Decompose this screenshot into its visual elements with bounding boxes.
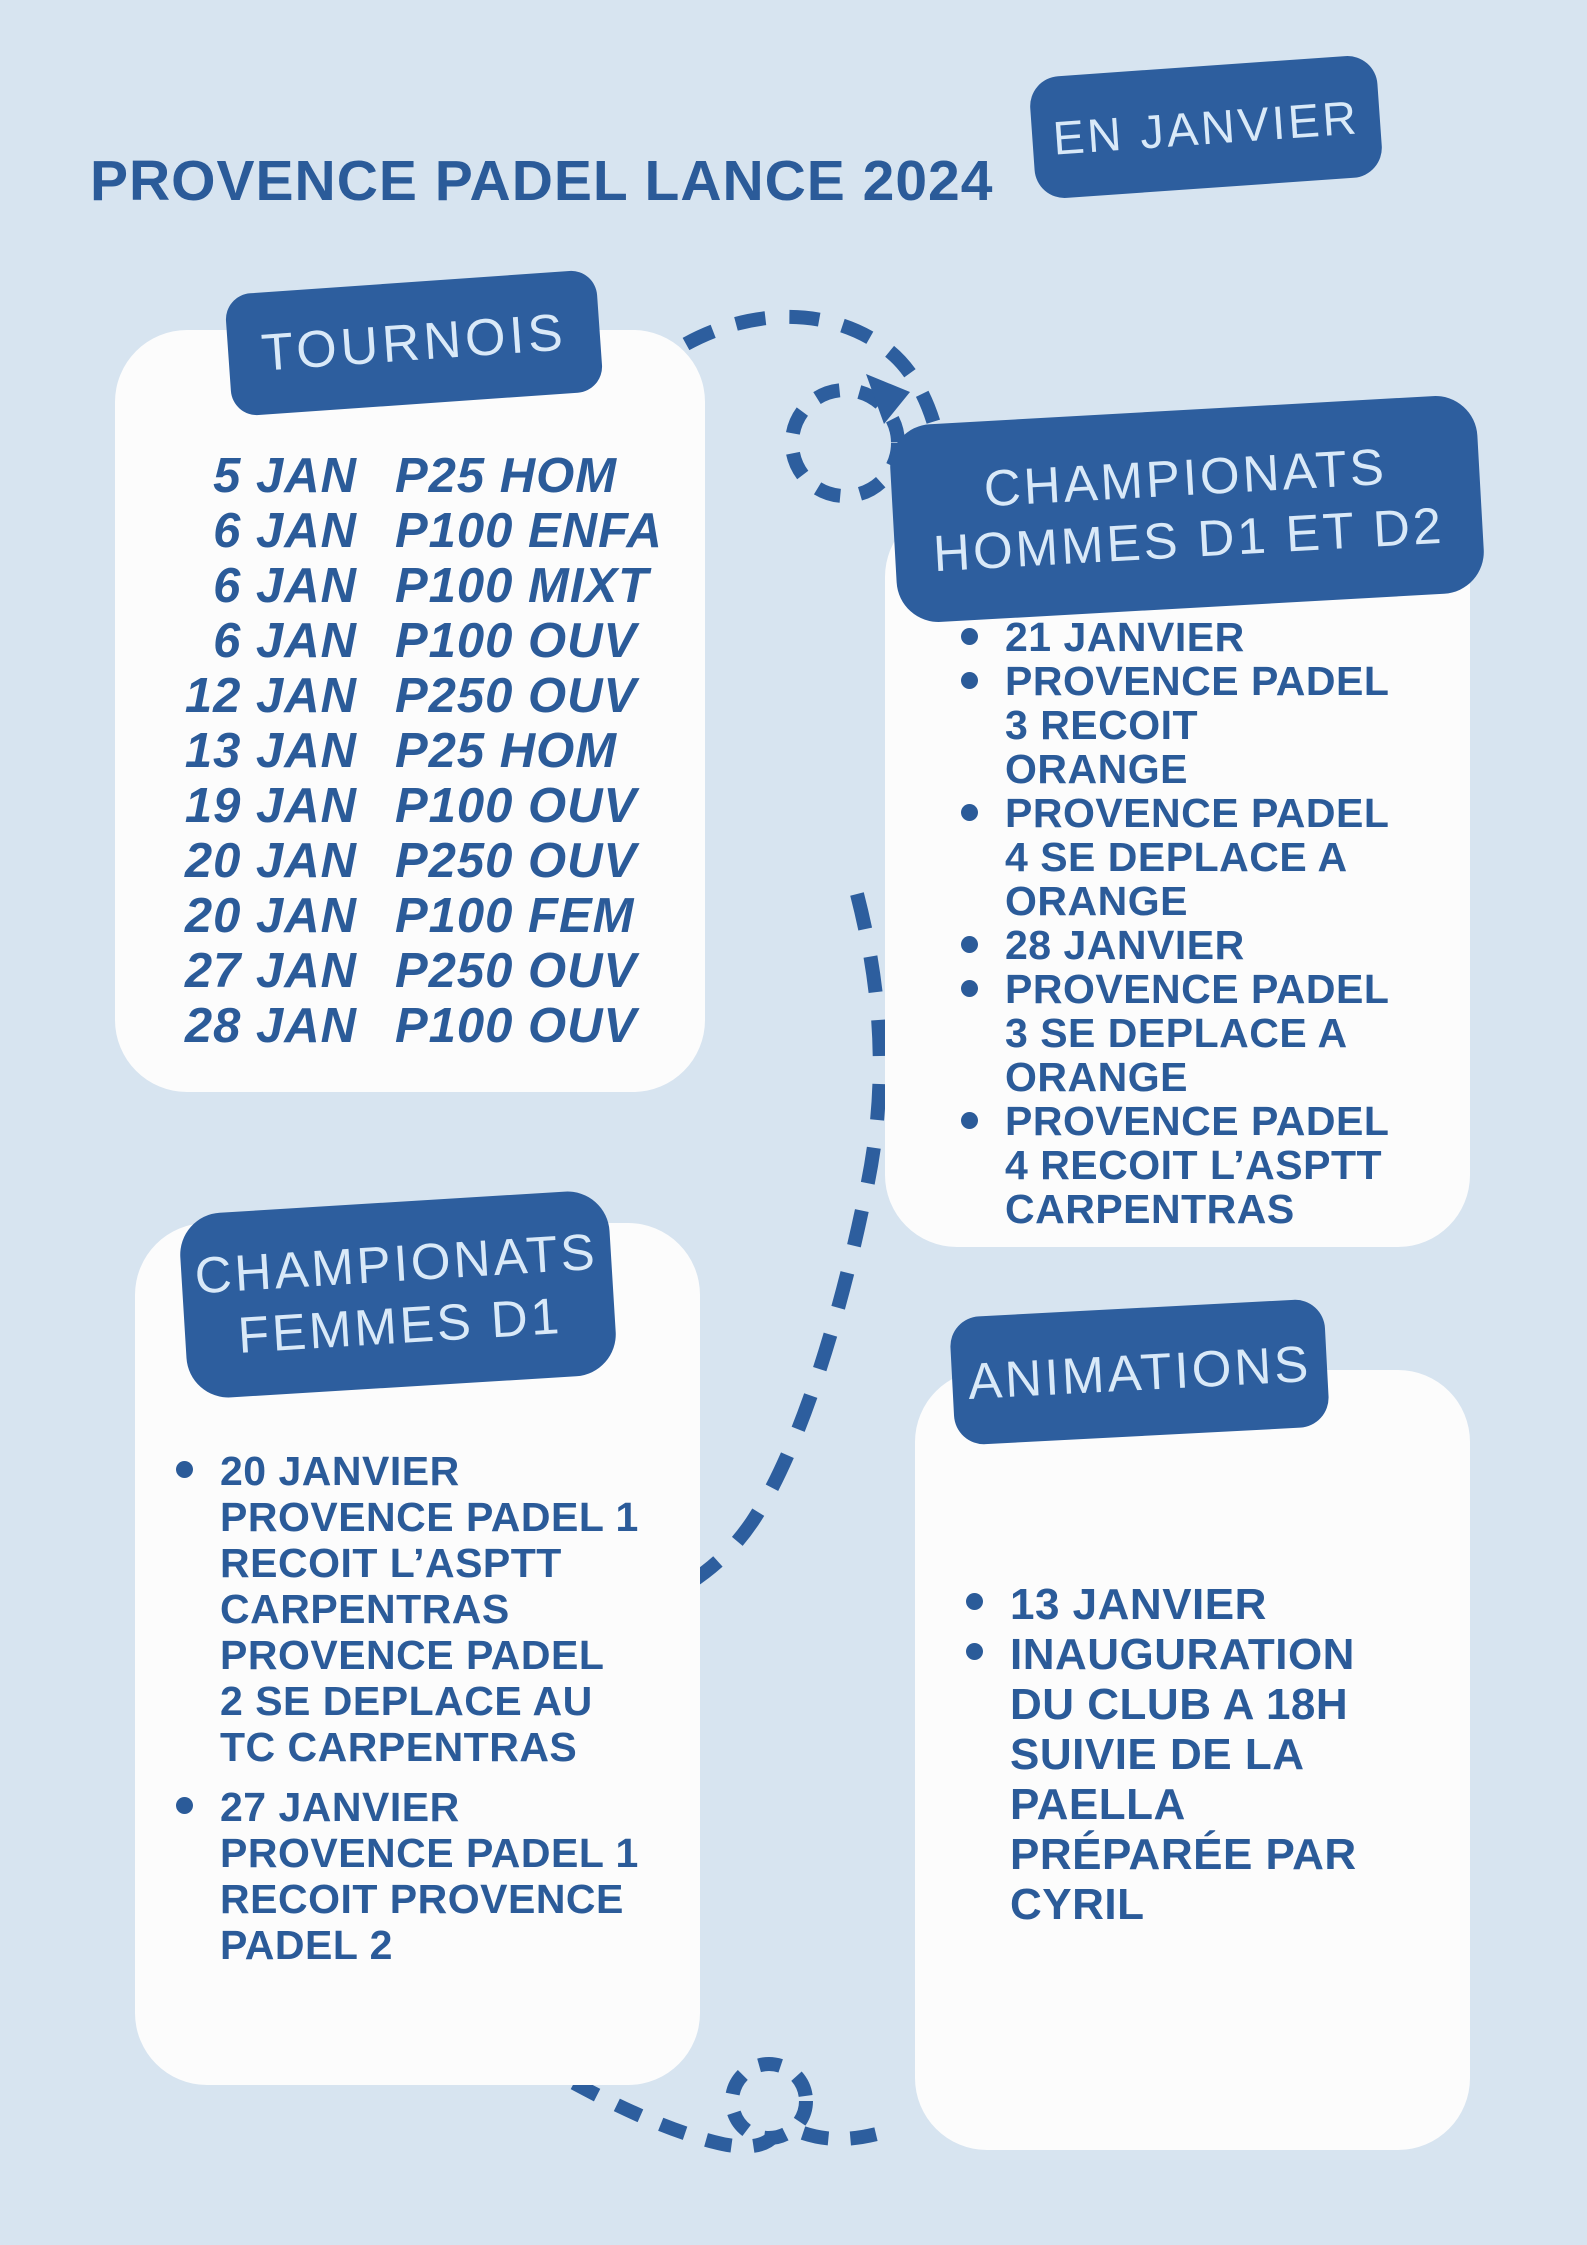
animations-list: 13 JANVIER INAUGURATION DU CLUB A 18H SUI…: [960, 1580, 1460, 1930]
tournament-event: P250 OUV: [395, 834, 638, 888]
tournament-date: 19 JAN: [184, 779, 357, 833]
championats-femmes-badge: CHAMPIONATS FEMMES D1: [177, 1189, 619, 1400]
bottom-connector-circle: [725, 2057, 813, 2145]
tournament-row: 20 JAN P100 FEM: [145, 888, 663, 943]
tournament-date: 6 JAN: [213, 504, 357, 558]
bullet-item: PROVENCE PADEL 3 SE DEPLACE A ORANGE: [955, 967, 1475, 1099]
tournament-row: 19 JAN P100 OUV: [145, 778, 663, 833]
bullet-item: 20 JANVIER PROVENCE PADEL 1 RECOIT L’ASP…: [170, 1448, 690, 1770]
bullet-item: INAUGURATION DU CLUB A 18H SUIVIE DE LA …: [960, 1630, 1460, 1930]
card-tournois: [115, 330, 705, 1092]
bullet-item: 21 JANVIER: [955, 615, 1475, 659]
championats-femmes-badge-label: CHAMPIONATS FEMMES D1: [193, 1222, 600, 1364]
top-connector-circle: [785, 383, 905, 503]
championats-femmes-list: 20 JANVIER PROVENCE PADEL 1 RECOIT L’ASP…: [170, 1448, 690, 1982]
tournament-event: P250 OUV: [395, 944, 638, 998]
tournament-row: 6 JAN P100 ENFA: [145, 503, 663, 558]
bullet-item: PROVENCE PADEL 4 SE DEPLACE A ORANGE: [955, 791, 1475, 923]
tournament-event: P250 OUV: [395, 669, 638, 723]
tournament-event: P100 OUV: [395, 779, 638, 833]
tournament-date: 12 JAN: [184, 669, 357, 723]
arrowhead-icon: [866, 374, 910, 424]
championats-hommes-list: 21 JANVIER PROVENCE PADEL 3 RECOIT ORANGE…: [955, 615, 1475, 1231]
tournament-event: P25 HOM: [395, 449, 618, 503]
bullet-item: PROVENCE PADEL 3 RECOIT ORANGE: [955, 659, 1475, 791]
bullet-item: PROVENCE PADEL 4 RECOIT L’ASPTT CARPENTR…: [955, 1099, 1475, 1231]
tournament-row: 20 JAN P250 OUV: [145, 833, 663, 888]
tournament-event: P100 FEM: [395, 889, 635, 943]
tournament-date: 6 JAN: [213, 614, 357, 668]
tournament-date: 5 JAN: [213, 449, 357, 503]
tournois-list: 5 JAN P25 HOM 6 JAN P100 ENFA 6 JAN P100 MIXT…: [145, 448, 663, 1053]
card-animations: [915, 1370, 1470, 2150]
bullet-item: 13 JANVIER: [960, 1580, 1460, 1630]
period-badge: EN JANVIER: [1028, 54, 1384, 200]
bottom-connector-curve-left: [570, 2076, 780, 2154]
bullet-item: 28 JANVIER: [955, 923, 1475, 967]
period-badge-label: EN JANVIER: [1051, 89, 1361, 165]
tournament-row: 13 JAN P25 HOM: [145, 723, 663, 778]
tournament-row: 6 JAN P100 OUV: [145, 613, 663, 668]
card-championats-hommes: [885, 505, 1470, 1247]
bottom-connector-curve-right: [800, 2124, 890, 2146]
tournament-event: P100 ENFA: [395, 504, 663, 558]
page-title: PROVENCE PADEL LANCE 2024: [90, 149, 994, 213]
tournament-row: 12 JAN P250 OUV: [145, 668, 663, 723]
tournament-row: 6 JAN P100 MIXT: [145, 558, 663, 613]
tournament-event: P100 MIXT: [395, 559, 650, 613]
tournament-date: 6 JAN: [213, 559, 357, 613]
tournament-date: 20 JAN: [184, 834, 357, 888]
tournament-row: 5 JAN P25 HOM: [145, 448, 663, 503]
tournament-event: P100 OUV: [395, 999, 638, 1053]
championats-hommes-badge-label: CHAMPIONATS HOMMES D1 ET D2: [931, 437, 1446, 583]
tournament-row: 27 JAN P250 OUV: [145, 943, 663, 998]
tournament-date: 20 JAN: [184, 889, 357, 943]
tournament-event: P100 OUV: [395, 614, 638, 668]
tournament-event: P25 HOM: [395, 724, 618, 778]
championats-hommes-badge: CHAMPIONATS HOMMES D1 ET D2: [887, 393, 1487, 625]
animations-badge-label: ANIMATIONS: [966, 1334, 1313, 1410]
bullet-item: 27 JANVIER PROVENCE PADEL 1 RECOIT PROVE…: [170, 1784, 690, 1968]
tournois-badge-label: TOURNOIS: [259, 303, 569, 383]
tournament-row: 28 JAN P100 OUV: [145, 998, 663, 1053]
tournament-date: 28 JAN: [184, 999, 357, 1053]
tournament-date: 13 JAN: [184, 724, 357, 778]
tournament-date: 27 JAN: [184, 944, 357, 998]
animations-badge: ANIMATIONS: [948, 1298, 1331, 1446]
tournois-badge: TOURNOIS: [224, 269, 604, 417]
